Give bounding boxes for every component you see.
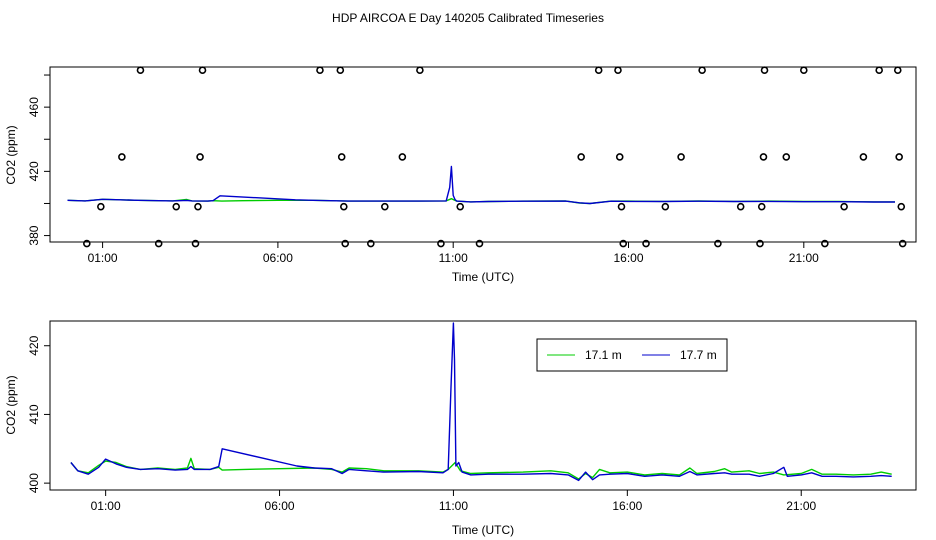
axis-ticks-bottom: 01:00 06:00 11:00 16:00 21:00 400 410 420 — [27, 335, 817, 513]
series-line-17.7m — [70, 322, 892, 482]
calibration-point — [698, 66, 706, 75]
y-axis-label-bottom: CO2 (ppm) — [4, 375, 18, 434]
calibration-point — [316, 66, 324, 75]
plot-frame-bottom — [49, 320, 917, 491]
calibration-point — [475, 239, 484, 248]
calibration-point — [118, 153, 126, 161]
x-axis-label-top: Time (UTC) — [452, 270, 514, 284]
x-axis-label-bottom: Time (UTC) — [452, 523, 514, 537]
panel-bottom: 01:00 06:00 11:00 16:00 21:00 400 410 420 Time … — [4, 320, 917, 537]
x-tick-label: 16:00 — [613, 251, 643, 265]
calibration-point — [97, 202, 105, 211]
calibration-point — [893, 66, 902, 75]
series-line-17.7m — [67, 165, 895, 205]
calibration-point — [677, 153, 685, 161]
calibration-point — [736, 202, 745, 211]
calibration-point — [136, 66, 145, 75]
calibration-point — [760, 66, 769, 75]
calibration-point — [800, 66, 808, 75]
calibration-point — [661, 202, 670, 211]
calibration-point — [714, 239, 722, 248]
calibration-point — [398, 153, 407, 161]
series-line-17.1m — [70, 457, 892, 480]
calibration-point — [83, 239, 91, 248]
calibration-point — [859, 153, 868, 161]
calibration-point — [336, 66, 345, 75]
calibration-point — [337, 153, 346, 161]
calibration-point — [172, 202, 181, 211]
calibration-point — [757, 202, 766, 211]
calibration-point — [756, 239, 764, 248]
legend: 17.1 m 17.7 m — [536, 338, 728, 372]
calibration-point — [619, 239, 628, 248]
calibration-point — [416, 66, 424, 75]
x-tick-label: 06:00 — [265, 499, 295, 513]
calibration-point — [615, 153, 624, 161]
calibration-point — [340, 202, 348, 211]
y-tick-label: 420 — [27, 161, 41, 181]
calibration-point — [898, 239, 907, 248]
y-tick-label: 400 — [27, 473, 41, 493]
plot-frame-top — [49, 66, 917, 243]
x-tick-label: 21:00 — [789, 251, 819, 265]
calibration-point — [198, 66, 207, 75]
figure-title: HDP AIRCOA E Day 140205 Calibrated Times… — [332, 11, 604, 25]
calibration-point — [782, 153, 791, 161]
x-tick-label: 11:00 — [439, 251, 468, 265]
legend-label-17.1m: 17.1 m — [585, 348, 622, 362]
calibration-point — [381, 202, 389, 211]
x-tick-label: 16:00 — [612, 499, 642, 513]
plot-area-top — [67, 66, 907, 248]
calibration-point — [759, 153, 768, 161]
legend-label-17.7m: 17.7 m — [680, 348, 717, 362]
y-tick-label: 410 — [27, 404, 41, 424]
calibration-point — [341, 239, 350, 248]
calibration-point — [154, 239, 163, 248]
calibration-point — [367, 239, 375, 248]
calibration-point — [895, 153, 903, 161]
x-tick-label: 01:00 — [88, 251, 118, 265]
y-tick-label: 380 — [27, 225, 41, 245]
calibration-point — [821, 239, 829, 248]
panel-top: 01:00 06:00 11:00 16:00 21:00 380 420 460 Time … — [4, 66, 917, 284]
calibration-point — [840, 202, 848, 211]
calibration-point — [437, 239, 445, 248]
x-tick-label: 21:00 — [786, 499, 816, 513]
calibration-point — [617, 202, 626, 211]
calibration-point — [642, 239, 650, 248]
calibration-point — [194, 202, 202, 211]
calibration-point — [594, 66, 603, 75]
x-tick-label: 11:00 — [439, 499, 468, 513]
calibration-point — [897, 202, 906, 211]
x-tick-label: 06:00 — [263, 251, 293, 265]
calibration-point — [875, 66, 883, 75]
calibration-point — [577, 153, 585, 161]
calibration-point — [191, 239, 200, 248]
y-axis-label-top: CO2 (ppm) — [4, 125, 18, 184]
y-tick-label: 420 — [27, 335, 41, 355]
y-tick-label: 460 — [27, 97, 41, 117]
calibration-point — [456, 202, 465, 211]
axis-ticks-top: 01:00 06:00 11:00 16:00 21:00 380 420 460 — [27, 74, 819, 265]
plot-area-bottom — [70, 322, 892, 482]
calibration-point — [614, 66, 622, 75]
x-tick-label: 01:00 — [91, 499, 121, 513]
calibration-point — [196, 153, 204, 161]
